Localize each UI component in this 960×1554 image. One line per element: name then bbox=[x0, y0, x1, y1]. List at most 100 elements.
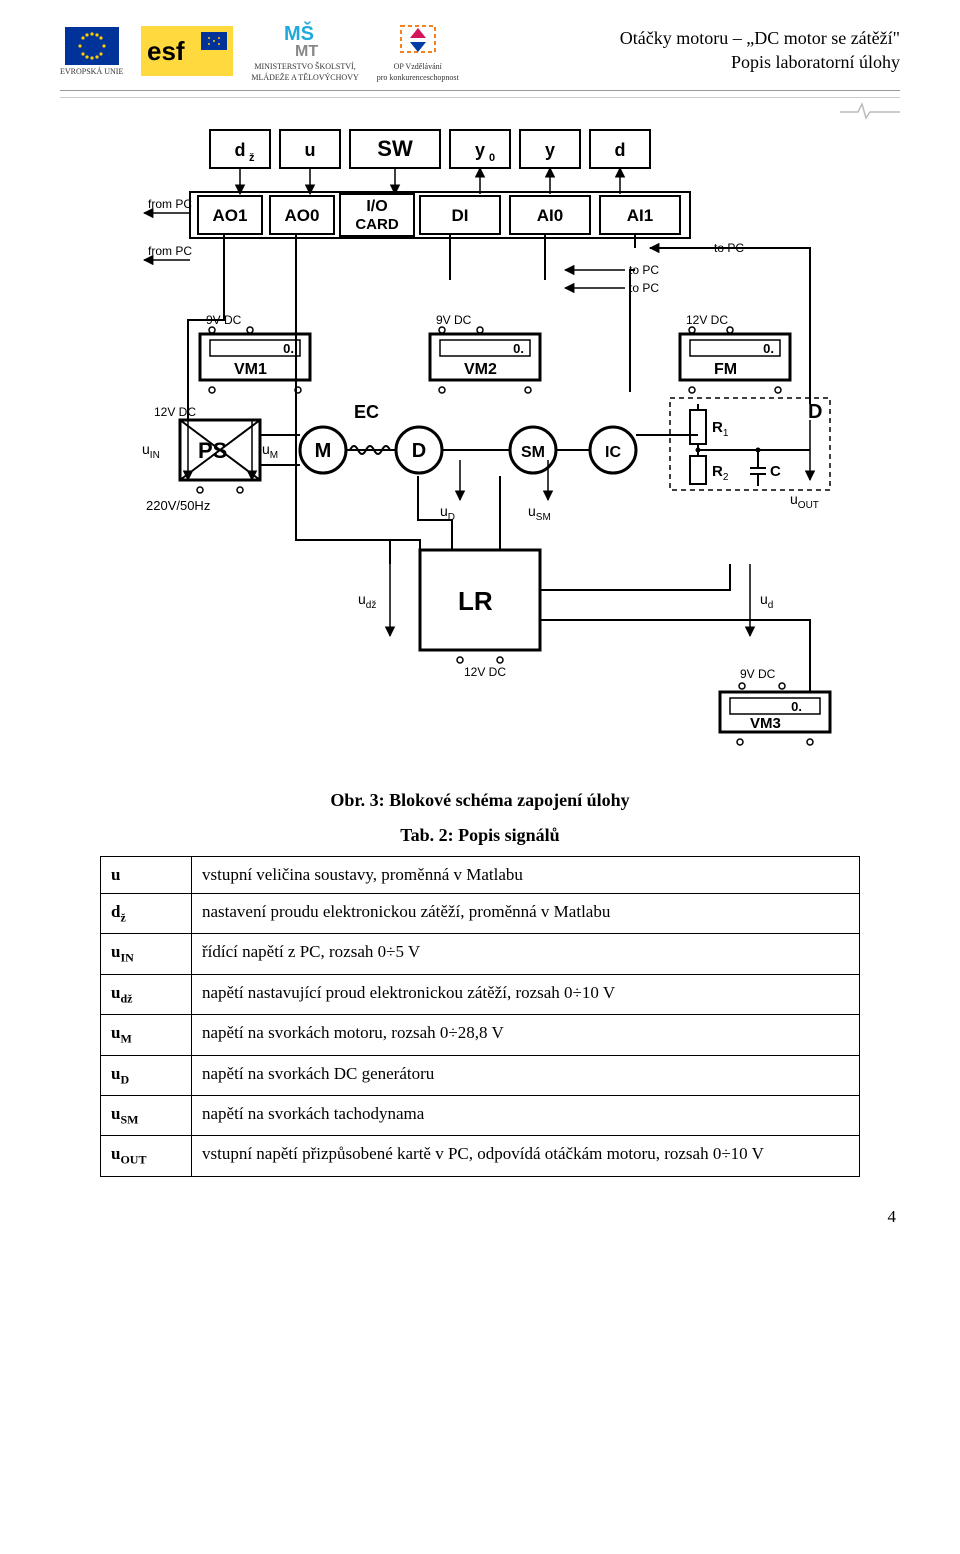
svg-text:uM: uM bbox=[262, 441, 278, 461]
opvk-caption2: pro konkurenceschopnost bbox=[377, 73, 459, 82]
svg-text:IC: IC bbox=[605, 444, 621, 461]
svg-text:D: D bbox=[412, 440, 426, 462]
ecg-icon bbox=[840, 100, 900, 120]
table-row: uvstupní veličina soustavy, proměnná v M… bbox=[101, 857, 860, 894]
signals-table: uvstupní veličina soustavy, proměnná v M… bbox=[100, 856, 860, 1177]
signal-symbol: uIN bbox=[101, 934, 192, 974]
signal-desc: napětí nastavující proud elektronickou z… bbox=[192, 974, 860, 1014]
svg-text:C: C bbox=[770, 463, 781, 480]
svg-text:0.: 0. bbox=[791, 699, 802, 714]
svg-text:VM2: VM2 bbox=[464, 361, 497, 378]
opvk-icon bbox=[395, 20, 441, 60]
svg-text:0.: 0. bbox=[283, 341, 294, 356]
header-rule bbox=[60, 97, 900, 98]
svg-text:CARD: CARD bbox=[355, 216, 398, 233]
svg-text:VM3: VM3 bbox=[750, 715, 781, 732]
table-row: uDnapětí na svorkách DC generátoru bbox=[101, 1055, 860, 1095]
svg-text:220V/50Hz: 220V/50Hz bbox=[146, 498, 210, 513]
page-header: EVROPSKÁ UNIE esf MŠ MT MINISTERSTVO ŠKO… bbox=[60, 20, 900, 91]
svg-text:SM: SM bbox=[521, 444, 545, 461]
opvk-caption1: OP Vzdělávání bbox=[394, 62, 442, 71]
svg-text:to PC: to PC bbox=[629, 281, 659, 295]
signal-symbol: uOUT bbox=[101, 1136, 192, 1176]
table-row: uMnapětí na svorkách motoru, rozsah 0÷28… bbox=[101, 1015, 860, 1055]
signal-symbol: udž bbox=[101, 974, 192, 1014]
table-title: Tab. 2: Popis signálů bbox=[60, 825, 900, 846]
msmt-caption1: MINISTERSTVO ŠKOLSTVÍ, bbox=[254, 62, 355, 71]
header-logos: EVROPSKÁ UNIE esf MŠ MT MINISTERSTVO ŠKO… bbox=[60, 20, 459, 82]
svg-text:D: D bbox=[808, 401, 822, 423]
svg-text:uSM: uSM bbox=[528, 503, 551, 523]
svg-text:0: 0 bbox=[489, 152, 495, 164]
table-row: džnastavení proudu elektronickou zátěží,… bbox=[101, 894, 860, 934]
esf-icon: esf bbox=[141, 26, 233, 76]
svg-text:ud: ud bbox=[760, 591, 773, 611]
header-title-line1: Otáčky motoru – „DC motor se zátěží" bbox=[620, 26, 900, 50]
svg-text:0.: 0. bbox=[513, 341, 524, 356]
table-row: uINřídící napětí z PC, rozsah 0÷5 V bbox=[101, 934, 860, 974]
logo-eu: EVROPSKÁ UNIE bbox=[60, 27, 123, 76]
svg-text:esf: esf bbox=[147, 36, 185, 66]
signal-symbol: u bbox=[101, 857, 192, 894]
d-network: D R1 R2 C uOUT bbox=[670, 398, 830, 511]
svg-text:I/O: I/O bbox=[366, 198, 387, 215]
signal-desc: vstupní veličina soustavy, proměnná v Ma… bbox=[192, 857, 860, 894]
svg-text:uOUT: uOUT bbox=[790, 491, 819, 511]
svg-text:y: y bbox=[475, 140, 485, 160]
signal-symbol: uM bbox=[101, 1015, 192, 1055]
svg-text:AO0: AO0 bbox=[285, 206, 320, 225]
figure-caption: Obr. 3: Blokové schéma zapojení úlohy bbox=[60, 790, 900, 811]
signal-desc: napětí na svorkách motoru, rozsah 0÷28,8… bbox=[192, 1015, 860, 1055]
signal-desc: řídící napětí z PC, rozsah 0÷5 V bbox=[192, 934, 860, 974]
svg-text:12V DC: 12V DC bbox=[464, 665, 506, 679]
svg-text:EC: EC bbox=[354, 402, 379, 422]
block-diagram-svg: džuSWy0yd AO1AO0DIAI0AI1I/OCARD from PC … bbox=[90, 120, 870, 770]
vm3-meter: 9V DC 0. VM3 bbox=[720, 667, 830, 745]
signal-symbol: uD bbox=[101, 1055, 192, 1095]
page-number: 4 bbox=[60, 1207, 900, 1227]
msmt-caption2: MLÁDEŽE A TĚLOVÝCHOVY bbox=[251, 73, 358, 82]
svg-text:VM1: VM1 bbox=[234, 361, 267, 378]
svg-text:R1: R1 bbox=[712, 419, 729, 439]
svg-text:ž: ž bbox=[249, 152, 255, 164]
header-title-line2: Popis laboratorní úlohy bbox=[620, 50, 900, 74]
svg-text:0.: 0. bbox=[763, 341, 774, 356]
svg-text:MŠ: MŠ bbox=[284, 21, 314, 45]
svg-text:AI0: AI0 bbox=[537, 206, 563, 225]
svg-text:9V DC: 9V DC bbox=[740, 667, 776, 681]
svg-text:R2: R2 bbox=[712, 463, 729, 483]
svg-text:udž: udž bbox=[358, 591, 376, 611]
svg-text:FM: FM bbox=[714, 361, 737, 378]
svg-text:AO1: AO1 bbox=[213, 206, 248, 225]
table-row: uOUTvstupní napětí přizpůsobené kartě v … bbox=[101, 1136, 860, 1176]
signal-symbol: uSM bbox=[101, 1095, 192, 1135]
svg-text:from PC: from PC bbox=[148, 244, 192, 258]
svg-text:u: u bbox=[305, 140, 316, 160]
signal-symbol: dž bbox=[101, 894, 192, 934]
param-boxes: džuSWy0yd bbox=[210, 130, 650, 194]
signal-desc: vstupní napětí přizpůsobené kartě v PC, … bbox=[192, 1136, 860, 1176]
io-row: AO1 AO0 DI AI0 AI1 I/OCARD bbox=[190, 192, 690, 238]
svg-text:from PC: from PC bbox=[148, 197, 192, 211]
svg-text:9V DC: 9V DC bbox=[436, 313, 472, 327]
svg-text:LR: LR bbox=[458, 586, 493, 616]
logo-esf: esf bbox=[141, 26, 233, 76]
svg-text:MT: MT bbox=[295, 43, 318, 60]
logo-opvk: OP Vzdělávání pro konkurenceschopnost bbox=[377, 20, 459, 82]
lr-block: LR udž ud 12V DC bbox=[358, 550, 773, 679]
msmt-icon: MŠ MT bbox=[281, 20, 329, 60]
svg-text:12V DC: 12V DC bbox=[154, 405, 196, 419]
svg-text:AI1: AI1 bbox=[627, 206, 653, 225]
signal-desc: napětí na svorkách tachodynama bbox=[192, 1095, 860, 1135]
logo-msmt: MŠ MT MINISTERSTVO ŠKOLSTVÍ, MLÁDEŽE A T… bbox=[251, 20, 358, 82]
svg-text:M: M bbox=[315, 440, 332, 462]
signal-desc: nastavení proudu elektronickou zátěží, p… bbox=[192, 894, 860, 934]
eu-caption: EVROPSKÁ UNIE bbox=[60, 67, 123, 76]
svg-text:d: d bbox=[615, 140, 626, 160]
table-row: udžnapětí nastavující proud elektronicko… bbox=[101, 974, 860, 1014]
signal-desc: napětí na svorkách DC generátoru bbox=[192, 1055, 860, 1095]
svg-text:DI: DI bbox=[452, 206, 469, 225]
table-row: uSMnapětí na svorkách tachodynama bbox=[101, 1095, 860, 1135]
header-title: Otáčky motoru – „DC motor se zátěží" Pop… bbox=[620, 20, 900, 75]
block-diagram: džuSWy0yd AO1AO0DIAI0AI1I/OCARD from PC … bbox=[60, 120, 900, 770]
